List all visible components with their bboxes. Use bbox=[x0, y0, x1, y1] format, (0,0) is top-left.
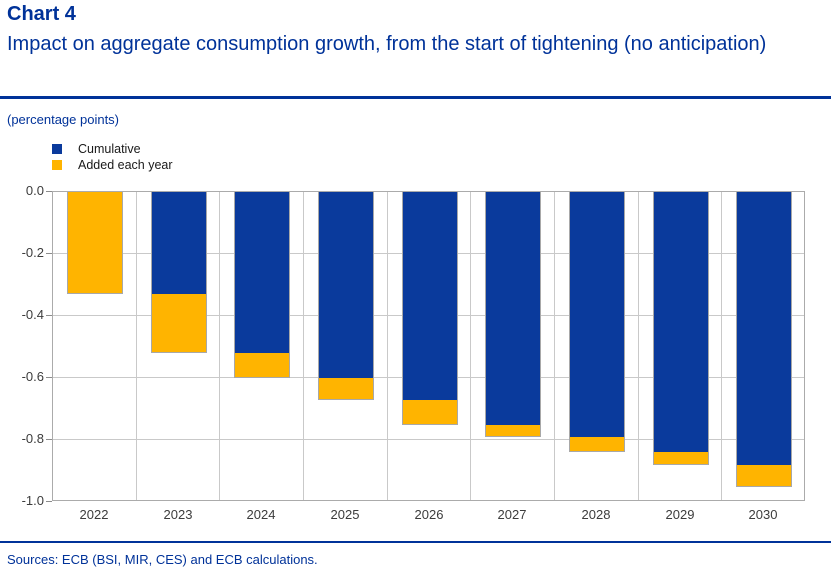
bar-2026-segment-cumulative bbox=[403, 192, 457, 400]
gridline-vertical bbox=[721, 192, 722, 500]
bar-2028-segment-added-each-year bbox=[570, 437, 624, 451]
legend: Cumulative Added each year bbox=[52, 141, 173, 173]
y-axis-tick-mark bbox=[46, 501, 52, 502]
bar-2023 bbox=[151, 192, 207, 353]
gridline-vertical bbox=[303, 192, 304, 500]
legend-swatch-cumulative-icon bbox=[52, 144, 62, 154]
x-axis-tick-label: 2029 bbox=[665, 507, 695, 522]
bar-2029-segment-cumulative bbox=[654, 192, 708, 452]
x-axis-tick-label: 2025 bbox=[330, 507, 360, 522]
legend-item-added-each-year: Added each year bbox=[52, 157, 173, 173]
y-axis-tick-label: -0.2 bbox=[21, 245, 44, 260]
legend-label-cumulative: Cumulative bbox=[78, 142, 141, 156]
legend-swatch-added-each-year-icon bbox=[52, 160, 62, 170]
bar-2023-segment-cumulative bbox=[152, 192, 206, 294]
y-axis-tick-mark bbox=[46, 439, 52, 440]
bar-2025 bbox=[318, 192, 374, 400]
legend-item-cumulative: Cumulative bbox=[52, 141, 173, 157]
x-axis-tick-label: 2026 bbox=[414, 507, 444, 522]
y-axis-tick-mark bbox=[46, 191, 52, 192]
bar-2025-segment-added-each-year bbox=[319, 378, 373, 399]
x-axis-tick-label: 2024 bbox=[246, 507, 276, 522]
bottom-divider bbox=[0, 541, 831, 543]
plot-area bbox=[52, 191, 805, 501]
bar-2024-segment-cumulative bbox=[235, 192, 289, 353]
gridline-vertical bbox=[470, 192, 471, 500]
bar-2024-segment-added-each-year bbox=[235, 353, 289, 377]
bar-2027-segment-cumulative bbox=[486, 192, 540, 425]
y-axis-tick-mark bbox=[46, 253, 52, 254]
bar-2030-segment-cumulative bbox=[737, 192, 791, 465]
bar-2029 bbox=[653, 192, 709, 465]
bar-2025-segment-cumulative bbox=[319, 192, 373, 378]
y-axis-tick-mark bbox=[46, 377, 52, 378]
bar-2027 bbox=[485, 192, 541, 437]
gridline-vertical bbox=[136, 192, 137, 500]
bar-2028 bbox=[569, 192, 625, 452]
y-axis-tick-label: -0.8 bbox=[21, 431, 44, 446]
x-axis-tick-label: 2027 bbox=[497, 507, 527, 522]
y-axis-tick-label: -0.6 bbox=[21, 369, 44, 384]
gridline-vertical bbox=[387, 192, 388, 500]
gridline-horizontal bbox=[53, 439, 804, 440]
x-axis-tick-label: 2023 bbox=[163, 507, 193, 522]
gridline-vertical bbox=[554, 192, 555, 500]
units-label: (percentage points) bbox=[7, 112, 120, 127]
bar-2022 bbox=[67, 192, 123, 294]
bar-2022-segment-added-each-year bbox=[68, 192, 122, 293]
y-axis-tick-label: 0.0 bbox=[25, 183, 44, 198]
top-divider bbox=[0, 96, 831, 99]
bar-2026 bbox=[402, 192, 458, 425]
sources-note: Sources: ECB (BSI, MIR, CES) and ECB cal… bbox=[7, 552, 318, 567]
x-axis-tick-label: 2030 bbox=[748, 507, 778, 522]
bar-2023-segment-added-each-year bbox=[152, 294, 206, 352]
bar-2024 bbox=[234, 192, 290, 378]
bar-2027-segment-added-each-year bbox=[486, 425, 540, 436]
y-axis-tick-label: -1.0 bbox=[21, 493, 44, 508]
gridline-vertical bbox=[638, 192, 639, 500]
y-axis-tick-label: -0.4 bbox=[21, 307, 44, 322]
y-axis-tick-mark bbox=[46, 315, 52, 316]
x-axis-tick-label: 2028 bbox=[581, 507, 611, 522]
bar-2026-segment-added-each-year bbox=[403, 400, 457, 424]
bar-2029-segment-added-each-year bbox=[654, 452, 708, 464]
chart-title: Impact on aggregate consumption growth, … bbox=[7, 33, 767, 55]
bar-2028-segment-cumulative bbox=[570, 192, 624, 437]
bar-2030-segment-added-each-year bbox=[737, 465, 791, 486]
x-axis-tick-label: 2022 bbox=[79, 507, 109, 522]
legend-label-added-each-year: Added each year bbox=[78, 158, 173, 172]
gridline-vertical bbox=[219, 192, 220, 500]
chart-number-title: Chart 4 bbox=[7, 3, 76, 25]
bar-2030 bbox=[736, 192, 792, 487]
